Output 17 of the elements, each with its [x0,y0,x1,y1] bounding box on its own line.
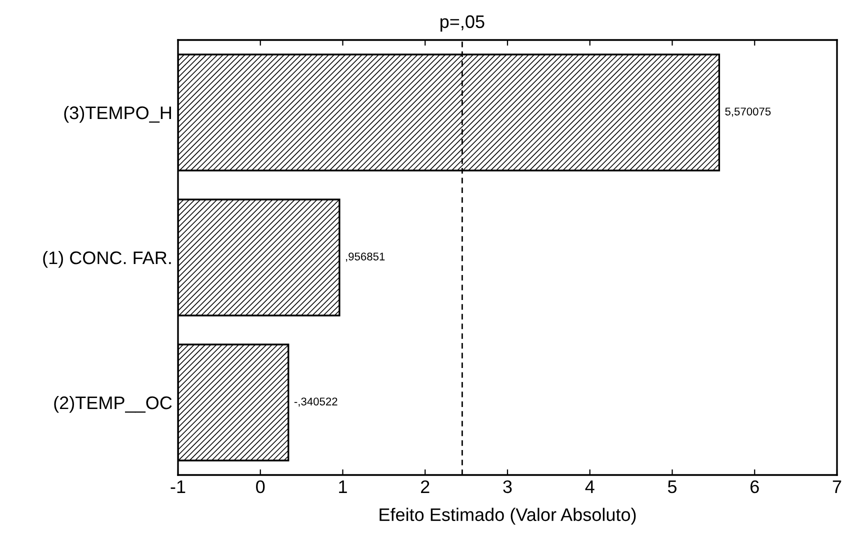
annotation: 5,570075 [725,108,771,117]
x-tick-label: 3 [503,480,512,494]
annotation: ,956851 [346,252,385,262]
x-tick-label: 5 [668,480,677,494]
x-axis-title: Efeito Estimado (Valor Absoluto) [380,508,636,525]
x-tick-label: 2 [421,480,430,493]
x-tick-label: 4 [585,480,594,493]
x-tick-label: -1 [170,480,186,493]
ref-line-label: p=,05 [440,15,484,32]
x-tick-label: 6 [750,480,759,494]
y-tick-label: (2)TEMP__OC [54,396,172,413]
x-tick-label: 1 [339,480,347,493]
annotation: -,340522 [294,398,338,407]
y-tick-label: (1) CONC. FAR. [43,250,171,268]
y-tick-label: (3)TEMPO_H [64,106,171,123]
x-tick-label: 7 [832,480,842,493]
x-tick-label: 0 [256,480,265,494]
